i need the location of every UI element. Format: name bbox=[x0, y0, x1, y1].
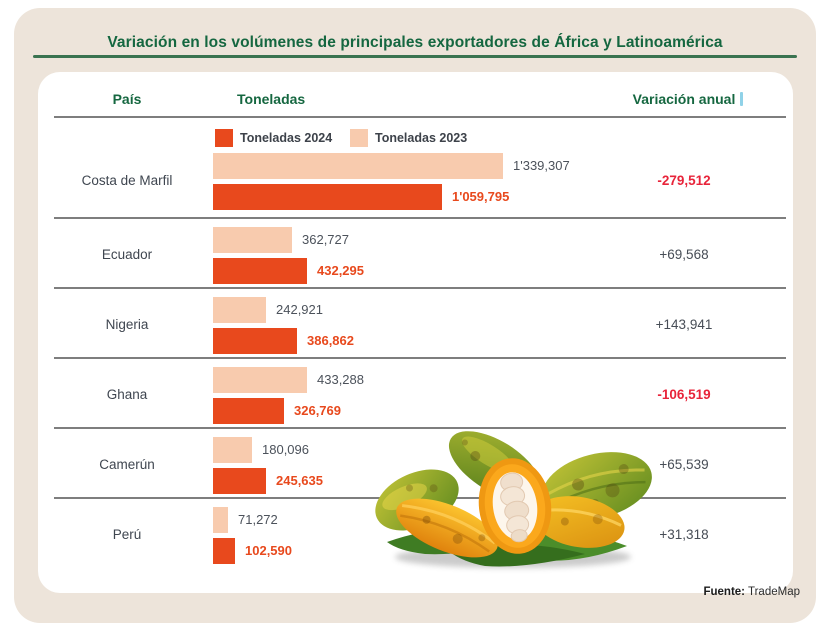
variation-value: +69,568 bbox=[659, 247, 709, 262]
bar-2024 bbox=[213, 184, 442, 210]
bar-2024-value: 1'059,795 bbox=[452, 189, 510, 204]
infographic-card: Variación en los volúmenes de principale… bbox=[14, 8, 816, 623]
row-divider bbox=[54, 427, 786, 429]
country-label: Nigeria bbox=[105, 317, 149, 332]
bar-2024 bbox=[213, 538, 235, 564]
source-credit: Fuente: TradeMap bbox=[703, 586, 800, 598]
header-divider bbox=[54, 116, 786, 118]
bar-2024 bbox=[213, 328, 297, 354]
legend-label-2024: Toneladas 2024 bbox=[240, 131, 333, 145]
row-divider bbox=[54, 357, 786, 359]
legend-label-2023: Toneladas 2023 bbox=[375, 131, 468, 145]
variation-value: +65,539 bbox=[659, 457, 709, 472]
bar-2023-value: 1'339,307 bbox=[513, 158, 570, 173]
country-label: Ghana bbox=[106, 387, 148, 402]
bar-2024 bbox=[213, 468, 266, 494]
bar-2023-value: 242,921 bbox=[276, 302, 323, 317]
bar-2024-value: 432,295 bbox=[317, 263, 364, 278]
legend-swatch-2023 bbox=[350, 129, 368, 147]
country-label: Perú bbox=[112, 527, 142, 542]
row-divider bbox=[54, 217, 786, 219]
bar-2023 bbox=[213, 297, 266, 323]
bar-2023 bbox=[213, 227, 292, 253]
chart-panel: País Toneladas Variación anual Toneladas… bbox=[38, 72, 793, 593]
source-value: TradeMap bbox=[748, 586, 800, 598]
variation-value: +31,318 bbox=[659, 527, 709, 542]
variation-value: -106,519 bbox=[657, 387, 711, 402]
column-header-country: País bbox=[112, 91, 142, 107]
bar-2024 bbox=[213, 398, 284, 424]
country-label: Camerún bbox=[99, 457, 155, 472]
bar-2023 bbox=[213, 367, 307, 393]
country-label: Costa de Marfil bbox=[81, 173, 173, 188]
column-header-variation: Variación anual bbox=[632, 91, 736, 107]
bar-2024 bbox=[213, 258, 307, 284]
bar-2023-value: 180,096 bbox=[262, 442, 309, 457]
bar-2023 bbox=[213, 507, 228, 533]
country-label: Ecuador bbox=[101, 247, 153, 262]
bar-2023 bbox=[213, 437, 252, 463]
text-caret-artifact bbox=[740, 92, 743, 106]
source-label: Fuente: bbox=[703, 586, 745, 598]
column-header-tonnes: Toneladas bbox=[237, 91, 306, 107]
bar-2024-value: 245,635 bbox=[276, 473, 323, 488]
bar-2024-value: 326,769 bbox=[294, 403, 341, 418]
bar-2024-value: 102,590 bbox=[245, 543, 292, 558]
row-divider bbox=[54, 287, 786, 289]
page-title: Variación en los volúmenes de principale… bbox=[107, 34, 723, 51]
bar-2023-value: 71,272 bbox=[238, 512, 278, 527]
cocoa-pods-image bbox=[375, 431, 652, 568]
variation-value: -279,512 bbox=[657, 173, 711, 188]
bar-2023 bbox=[213, 153, 503, 179]
title-underline bbox=[33, 55, 797, 58]
legend-swatch-2024 bbox=[215, 129, 233, 147]
bar-2024-value: 386,862 bbox=[307, 333, 354, 348]
bar-2023-value: 433,288 bbox=[317, 372, 364, 387]
variation-value: +143,941 bbox=[655, 317, 713, 332]
bar-2023-value: 362,727 bbox=[302, 232, 349, 247]
